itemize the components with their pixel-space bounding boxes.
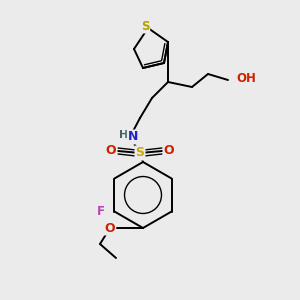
Text: O: O [106,145,116,158]
Text: F: F [96,205,104,218]
Text: N: N [128,130,138,143]
Text: O: O [164,145,174,158]
Text: S: S [141,20,149,32]
Text: H: H [119,130,129,140]
Text: OH: OH [236,73,256,85]
Text: S: S [136,146,145,160]
Text: O: O [105,221,115,235]
